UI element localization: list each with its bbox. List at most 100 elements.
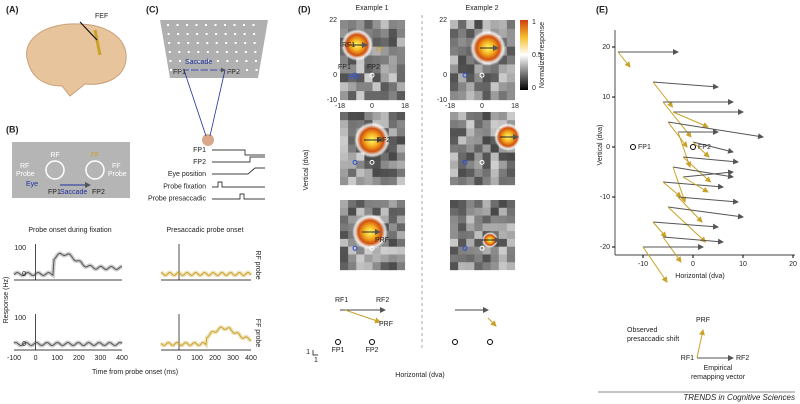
heatmap-cell	[372, 64, 381, 74]
heatmap-cell	[506, 254, 516, 263]
heatmap-cell	[458, 55, 467, 65]
heatmap-cell	[450, 168, 459, 178]
label: remapping vector	[691, 374, 746, 381]
heatmap-cell	[450, 37, 459, 47]
heatmap-cell	[388, 200, 397, 208]
heatmap-cell	[482, 136, 491, 145]
dot	[234, 42, 237, 44]
heatmap-cell	[372, 91, 381, 101]
heatmap-cell	[340, 215, 349, 224]
heatmap-cell	[388, 28, 397, 38]
heatmap-cell	[340, 128, 349, 137]
heatmap-cell	[388, 128, 397, 137]
heatmap-cell	[340, 91, 349, 101]
dot	[254, 51, 257, 53]
remap-vector	[652, 81, 719, 90]
heatmap-cell	[466, 144, 475, 153]
heatmap-cell	[458, 64, 467, 74]
heatmap-cell	[498, 200, 507, 208]
label: Vertical (dva)	[597, 125, 604, 166]
heatmap-cell	[490, 82, 499, 92]
trace-band	[12, 251, 123, 279]
heatmap-cell	[364, 73, 373, 83]
panel-label: (E)	[596, 4, 608, 14]
heatmap-cell	[340, 20, 349, 30]
heatmap-cell	[458, 112, 467, 121]
y-tick-label: 0	[22, 341, 26, 348]
heatmap-cell	[348, 262, 357, 271]
fef-label: FEF	[95, 13, 108, 20]
fp1	[352, 159, 358, 165]
label: 1	[306, 349, 310, 356]
heatmap-cell	[474, 223, 483, 232]
heatmap-cell	[356, 207, 365, 216]
heatmap-cell	[396, 128, 406, 137]
heatmap-cell	[340, 160, 349, 169]
heatmap-cell	[396, 82, 406, 92]
dot	[224, 24, 226, 26]
heatmap-cell	[474, 246, 483, 255]
heatmap-cell	[498, 215, 507, 224]
dot	[253, 42, 256, 44]
heatmap-cell	[380, 91, 389, 101]
heatmap-cell	[506, 246, 516, 255]
heatmap-cell	[466, 262, 475, 271]
heatmap-cell	[348, 254, 357, 263]
heatmap-cell	[450, 136, 459, 145]
heatmap-cell	[372, 112, 381, 121]
dot	[226, 60, 229, 62]
heatmap-cell	[474, 168, 483, 178]
label: FP1	[48, 189, 61, 196]
heatmap-cell	[498, 231, 507, 240]
dot	[178, 60, 181, 62]
heatmap-cell	[372, 46, 381, 56]
heatmap-cell	[482, 223, 491, 232]
trace	[160, 326, 252, 347]
heatmap-cell	[396, 231, 406, 240]
heatmap-cell	[466, 254, 475, 263]
heatmap-cell	[490, 168, 499, 178]
heatmap-cell	[482, 91, 491, 101]
panel-label: (D)	[298, 4, 311, 14]
dot	[225, 51, 228, 53]
dot	[253, 33, 256, 35]
fp2	[479, 72, 485, 78]
heatmap-cell	[364, 176, 373, 186]
heatmap-cell	[356, 112, 365, 121]
heatmap-cell	[506, 112, 516, 121]
heatmap-cell	[372, 254, 381, 263]
heatmap-cell	[450, 128, 459, 137]
dot	[255, 69, 258, 71]
remap-vector	[677, 196, 739, 205]
heatmap-cell	[388, 46, 397, 56]
label: presaccadic shift	[627, 336, 679, 343]
heatmap-cell	[356, 254, 365, 263]
heatmap-cell	[450, 112, 459, 121]
heatmap-cell	[348, 215, 357, 224]
heatmap-cell	[506, 207, 516, 216]
remap-vector	[652, 221, 719, 230]
heatmap-cell	[388, 82, 397, 92]
heatmap-cell	[474, 215, 483, 224]
dot	[233, 24, 236, 26]
heatmap-cell	[364, 160, 373, 169]
y-tick-label: 100	[14, 245, 26, 252]
y-tick-label: 0	[606, 144, 610, 151]
heatmap-cell	[348, 207, 357, 216]
heatmap-cell	[466, 128, 475, 137]
heatmap-cell	[348, 246, 357, 255]
heatmap-cell	[380, 254, 389, 263]
heatmap-cell	[372, 207, 381, 216]
footer: TRENDS in Cognitive Sciences	[683, 393, 795, 402]
schematic	[312, 307, 497, 356]
x-tick-label: 100	[51, 355, 63, 362]
heatmap-cell	[364, 28, 373, 38]
dot	[195, 24, 198, 26]
heatmap-cell	[380, 112, 389, 121]
dot	[214, 24, 217, 26]
heatmap-cell	[388, 207, 397, 216]
remap-vector	[662, 181, 724, 190]
dot	[215, 42, 218, 44]
remap-vector	[692, 141, 734, 154]
label: FP2	[193, 159, 206, 166]
